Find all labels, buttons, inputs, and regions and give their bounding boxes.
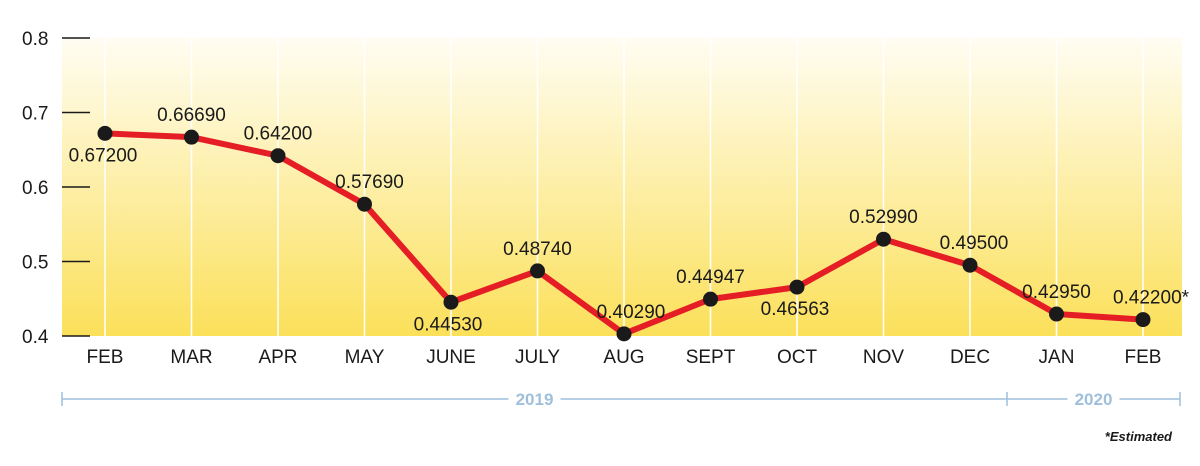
x-axis: FEB MAR APR MAY JUNE JULY AUG SEPT OCT NOV DEC JAN F… — [87, 347, 1162, 368]
data-point — [97, 125, 113, 141]
data-point — [530, 263, 545, 279]
data-point — [357, 196, 372, 212]
year-label-background — [1067, 387, 1120, 411]
x-tick-label: JUNE — [426, 347, 476, 368]
data-label: 0.49500 — [940, 233, 1009, 254]
data-label: 0.44530 — [414, 314, 483, 335]
y-tick-label: 0.6 — [22, 178, 48, 199]
x-tick-label: MAR — [170, 347, 212, 368]
data-series — [97, 125, 1151, 342]
x-tick-label: JAN — [1039, 347, 1075, 368]
data-point — [1049, 306, 1064, 322]
data-labels: 0.67200 0.66690 0.64200 0.57690 0.44530 0.487… — [69, 105, 1190, 335]
data-label: 0.66690 — [157, 105, 226, 126]
x-tick-label: NOV — [863, 347, 905, 368]
gridlines — [104, 38, 1144, 336]
x-tick-label: SEPT — [686, 347, 736, 368]
x-tick-label: JULY — [515, 347, 560, 368]
data-point — [1135, 312, 1151, 328]
x-tick-label: MAY — [345, 347, 385, 368]
data-label: 0.52990 — [849, 207, 918, 228]
x-tick-label: OCT — [777, 347, 818, 368]
data-label: 0.44947 — [676, 267, 745, 288]
data-point — [184, 129, 199, 145]
data-point — [962, 257, 978, 273]
year-label: 2020 — [1075, 390, 1113, 409]
y-tick-label: 0.7 — [22, 104, 48, 125]
data-point — [876, 231, 891, 247]
data-label: 0.67200 — [69, 145, 138, 166]
data-label: 0.40290 — [597, 302, 666, 323]
x-tick-label: DEC — [950, 347, 990, 368]
year-label-background — [508, 387, 561, 411]
x-tick-label: AUG — [603, 347, 644, 368]
year-label: 2019 — [516, 390, 554, 409]
data-label: 0.48740 — [503, 239, 572, 260]
data-point — [703, 291, 718, 307]
footnote: *Estimated — [1105, 429, 1173, 444]
y-tick-label: 0.5 — [22, 253, 48, 274]
data-point — [789, 279, 805, 295]
x-tick-label: FEB — [1125, 347, 1162, 368]
data-point — [443, 294, 459, 310]
plot-background — [62, 38, 1182, 336]
data-point — [270, 148, 286, 164]
y-tick-label: 0.4 — [22, 327, 49, 348]
data-label: 0.46563 — [761, 299, 830, 320]
data-label: 0.42950 — [1022, 282, 1091, 303]
y-tick-label: 0.8 — [22, 29, 48, 50]
x-tick-label: FEB — [87, 347, 124, 368]
data-point — [616, 326, 632, 342]
year-brackets: 2019 2020 — [61, 387, 1181, 411]
data-label: 0.64200 — [244, 124, 313, 145]
data-label: 0.57690 — [335, 172, 404, 193]
y-axis: 0.8 0.7 0.6 0.5 0.4 — [22, 29, 90, 348]
data-label: 0.42200* — [1113, 288, 1190, 309]
x-tick-label: APR — [258, 347, 297, 368]
